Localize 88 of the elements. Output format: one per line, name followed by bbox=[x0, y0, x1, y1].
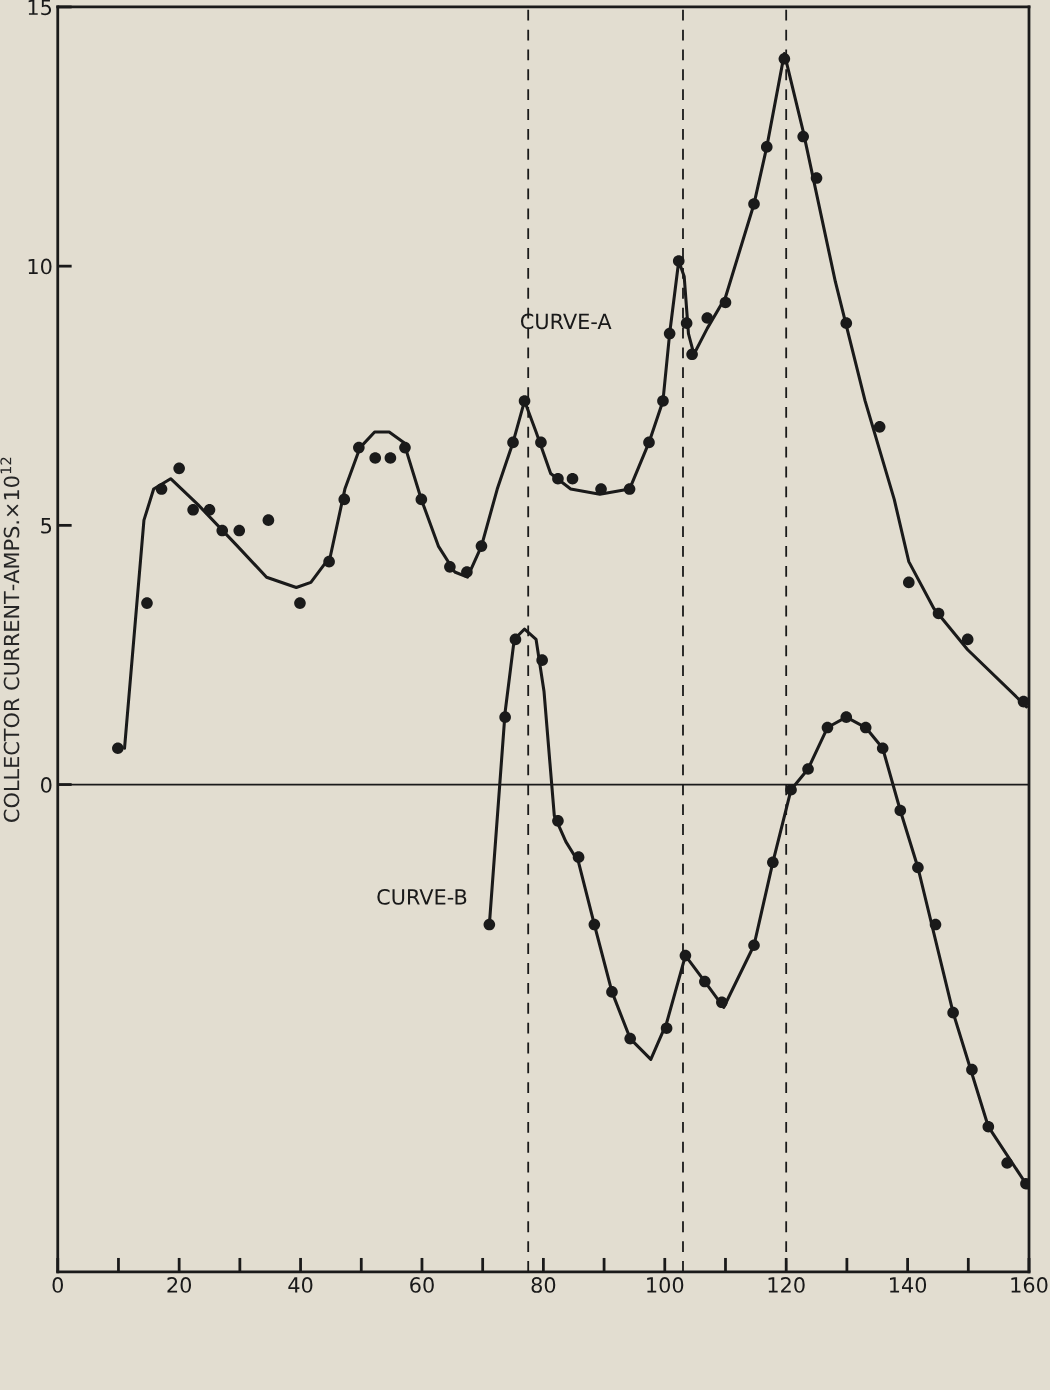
point bbox=[643, 436, 655, 449]
point bbox=[840, 317, 853, 329]
point bbox=[672, 255, 685, 267]
point bbox=[233, 524, 246, 537]
point bbox=[748, 939, 760, 952]
y-tick-label: 10 bbox=[28, 258, 52, 275]
point bbox=[509, 633, 522, 646]
point bbox=[187, 503, 199, 516]
point bbox=[903, 576, 915, 589]
x-tick-label: 160 bbox=[1011, 1277, 1048, 1293]
x-tick-label: 120 bbox=[768, 1277, 805, 1293]
point bbox=[748, 198, 760, 210]
y-tick-label: 0 bbox=[41, 777, 52, 793]
point bbox=[894, 804, 907, 817]
x-tick-label: 80 bbox=[531, 1277, 556, 1293]
point bbox=[203, 503, 216, 516]
point bbox=[552, 815, 564, 827]
point bbox=[338, 493, 351, 506]
x-tick-label: 60 bbox=[410, 1277, 434, 1293]
point bbox=[518, 395, 531, 407]
point bbox=[155, 483, 168, 495]
point bbox=[624, 1032, 636, 1045]
point bbox=[663, 327, 676, 340]
point bbox=[1017, 695, 1029, 708]
point bbox=[821, 721, 834, 734]
point bbox=[859, 721, 872, 734]
x-tick-label: 0 bbox=[52, 1277, 63, 1293]
point bbox=[686, 348, 698, 361]
x-tick-label: 140 bbox=[890, 1277, 927, 1293]
point bbox=[535, 436, 547, 449]
point bbox=[778, 52, 791, 65]
point bbox=[588, 918, 601, 931]
point bbox=[173, 462, 185, 475]
point bbox=[262, 514, 275, 526]
point bbox=[876, 742, 889, 755]
point bbox=[566, 472, 579, 485]
point bbox=[929, 918, 942, 931]
point bbox=[112, 742, 124, 755]
series-label: CURVE-B bbox=[377, 888, 467, 905]
point bbox=[141, 597, 153, 609]
point bbox=[701, 312, 714, 324]
point bbox=[760, 141, 773, 153]
x-tick-label: 100 bbox=[647, 1277, 684, 1293]
point bbox=[369, 452, 382, 464]
text: CURVE-A bbox=[520, 313, 612, 330]
point bbox=[680, 317, 693, 329]
point bbox=[483, 918, 496, 931]
point bbox=[623, 483, 636, 495]
point bbox=[932, 607, 945, 620]
point bbox=[552, 472, 564, 485]
point bbox=[961, 633, 974, 646]
point bbox=[475, 540, 488, 552]
point bbox=[982, 1120, 995, 1133]
point bbox=[699, 975, 711, 988]
point bbox=[767, 856, 779, 869]
point bbox=[802, 763, 814, 775]
point bbox=[1001, 1157, 1013, 1169]
point bbox=[716, 996, 728, 1009]
point bbox=[572, 851, 585, 863]
point bbox=[810, 172, 823, 184]
point bbox=[606, 986, 618, 998]
point bbox=[384, 452, 397, 464]
x-tick-label: 20 bbox=[167, 1277, 192, 1293]
point bbox=[444, 561, 456, 573]
point bbox=[719, 296, 732, 309]
point bbox=[660, 1022, 673, 1035]
point bbox=[679, 949, 692, 962]
point bbox=[873, 421, 886, 433]
point bbox=[461, 566, 473, 578]
point bbox=[966, 1063, 978, 1076]
point bbox=[216, 524, 229, 537]
point bbox=[536, 654, 548, 666]
point bbox=[323, 555, 335, 568]
point bbox=[840, 711, 853, 723]
point bbox=[507, 436, 519, 449]
point bbox=[399, 441, 411, 454]
point bbox=[947, 1006, 959, 1019]
point bbox=[499, 711, 511, 723]
y-tick-label: 15 bbox=[28, 0, 52, 16]
point bbox=[657, 395, 669, 407]
point bbox=[294, 597, 306, 609]
y-axis-title: COLLECTOR CURRENT-AMPS.×10$^{12}$ bbox=[0, 457, 20, 822]
point bbox=[415, 493, 428, 506]
point bbox=[353, 441, 365, 454]
x-tick-label: 40 bbox=[288, 1277, 313, 1293]
y-tick-label: 5 bbox=[41, 518, 52, 534]
point bbox=[912, 861, 924, 874]
point bbox=[797, 130, 809, 143]
